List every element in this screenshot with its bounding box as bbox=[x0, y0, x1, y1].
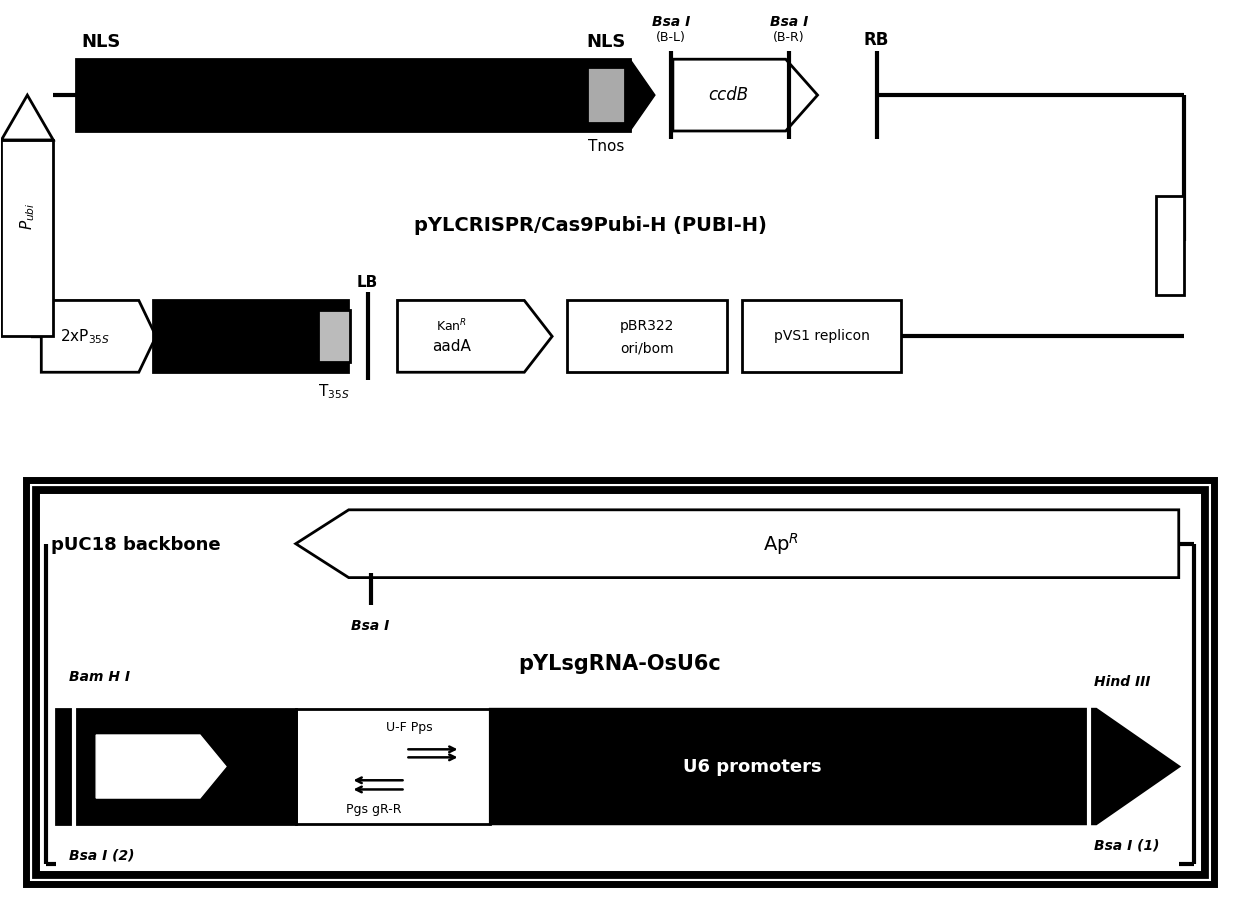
Bar bbox=[36, 490, 1204, 874]
Text: $P_{ubi}$: $P_{ubi}$ bbox=[19, 202, 37, 229]
Bar bbox=[742, 300, 901, 373]
Polygon shape bbox=[673, 60, 817, 131]
Bar bbox=[76, 60, 630, 131]
Bar bbox=[33, 487, 1207, 877]
Text: pVS1 replicon: pVS1 replicon bbox=[774, 329, 869, 344]
Text: ccdB: ccdB bbox=[708, 86, 748, 104]
Text: Tnos: Tnos bbox=[588, 139, 624, 154]
Polygon shape bbox=[398, 300, 552, 373]
Text: pYLsgRNA-OsU6c: pYLsgRNA-OsU6c bbox=[518, 654, 722, 675]
Text: Bsa I: Bsa I bbox=[770, 15, 807, 29]
Bar bbox=[295, 709, 490, 824]
Text: NLS: NLS bbox=[81, 33, 120, 51]
Bar bbox=[1156, 196, 1184, 296]
Polygon shape bbox=[41, 300, 156, 373]
Bar bbox=[317, 310, 350, 363]
Text: pUC18 backbone: pUC18 backbone bbox=[51, 536, 221, 554]
Text: Pgs gR-R: Pgs gR-R bbox=[346, 803, 401, 816]
Polygon shape bbox=[490, 709, 1179, 824]
Text: (B-R): (B-R) bbox=[773, 32, 805, 44]
Polygon shape bbox=[630, 60, 655, 131]
Text: aadA: aadA bbox=[433, 339, 471, 354]
Text: Kan$^R$: Kan$^R$ bbox=[436, 318, 467, 335]
Text: LB: LB bbox=[357, 275, 378, 290]
Text: 2xP$_{35S}$: 2xP$_{35S}$ bbox=[60, 327, 110, 345]
Text: Bsa I (1): Bsa I (1) bbox=[1094, 839, 1159, 852]
Text: ori/bom: ori/bom bbox=[620, 341, 673, 355]
Text: (B-L): (B-L) bbox=[656, 32, 686, 44]
Polygon shape bbox=[1, 95, 53, 140]
Text: Hind III: Hind III bbox=[1094, 676, 1151, 689]
Text: Bsa I: Bsa I bbox=[652, 15, 689, 29]
Text: Ap$^R$: Ap$^R$ bbox=[764, 530, 800, 557]
Text: RB: RB bbox=[864, 32, 889, 50]
Text: Bam H I: Bam H I bbox=[69, 670, 130, 685]
Text: U6 promoters: U6 promoters bbox=[682, 758, 821, 776]
Bar bbox=[1, 140, 53, 336]
Text: Bsa I (2): Bsa I (2) bbox=[69, 849, 135, 863]
Text: pYLCRISPR/Cas9Pubi-H (PUBI-H): pYLCRISPR/Cas9Pubi-H (PUBI-H) bbox=[414, 216, 766, 235]
Text: T$_{35S}$: T$_{35S}$ bbox=[317, 382, 350, 400]
Text: NLS: NLS bbox=[587, 33, 626, 51]
Text: pBR322: pBR322 bbox=[620, 319, 675, 334]
Bar bbox=[587, 67, 625, 123]
Bar bbox=[153, 300, 347, 373]
Polygon shape bbox=[97, 735, 226, 798]
Bar bbox=[26, 480, 1214, 884]
Bar bbox=[567, 300, 727, 373]
Polygon shape bbox=[295, 510, 1179, 577]
Bar bbox=[56, 709, 295, 824]
Text: Bsa I: Bsa I bbox=[351, 620, 389, 633]
Text: U-F Pps: U-F Pps bbox=[386, 722, 433, 734]
